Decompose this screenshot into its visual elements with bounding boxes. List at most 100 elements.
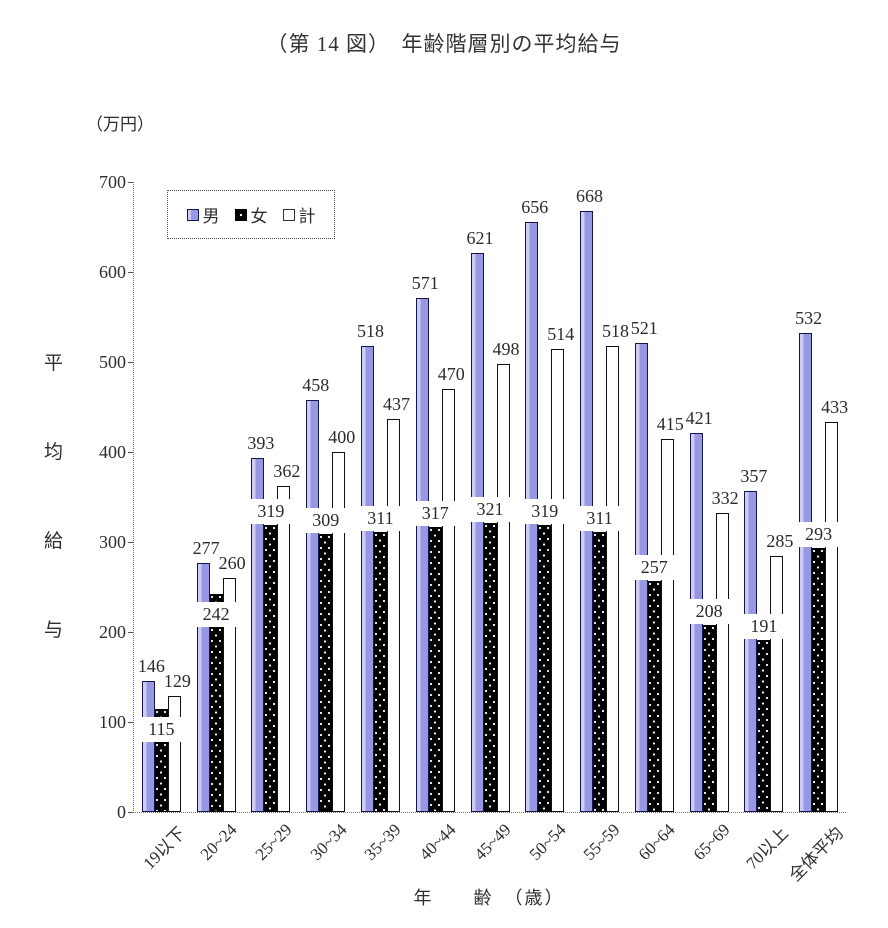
value-label-male: 393 — [247, 433, 275, 454]
value-label-female: 293 — [797, 522, 840, 548]
x-tick-label: 35~39 — [360, 820, 405, 864]
bar-male — [196, 562, 210, 812]
y-axis-title-char: 平 — [44, 353, 64, 374]
bar-total — [222, 578, 236, 812]
value-label-total: 514 — [547, 324, 575, 345]
bar-total — [332, 452, 346, 812]
y-tick-label: 600 — [99, 262, 126, 282]
y-tick-label: 500 — [99, 352, 126, 372]
bar-male — [360, 345, 374, 812]
y-tick-mark — [128, 632, 133, 633]
x-tick-label: 30~34 — [306, 820, 351, 864]
value-label-total: 470 — [437, 364, 465, 384]
value-label-male: 357 — [740, 465, 768, 486]
legend-label-total: 計 — [298, 207, 316, 226]
value-label-total: 332 — [711, 488, 739, 509]
bar-male — [415, 298, 429, 812]
bar-female — [373, 532, 387, 812]
x-tick-label: 55~59 — [579, 820, 624, 864]
x-tick-label: 20~24 — [196, 820, 241, 864]
legend-label-male: 男 — [202, 207, 220, 226]
y-tick-mark — [128, 182, 133, 183]
bar-male — [141, 680, 155, 812]
x-tick-label: 19以下 — [139, 823, 190, 874]
y-tick-label: 300 — [99, 532, 126, 552]
value-label-female: 317 — [414, 500, 457, 526]
y-tick-mark — [128, 722, 133, 723]
value-label-male: 421 — [685, 408, 713, 429]
value-label-female: 191 — [742, 614, 785, 640]
y-axis-title: 平均給与 — [44, 348, 63, 642]
bar-total — [386, 418, 400, 812]
value-label-total: 285 — [766, 530, 794, 551]
value-label-male: 621 — [466, 228, 494, 249]
y-axis-title-char: 給 — [44, 531, 64, 552]
x-tick-label: 全体平均 — [785, 823, 847, 886]
legend-label-female: 女 — [250, 207, 268, 226]
chart-title: （第 14 図） 年齢階層別の平均給与 — [266, 32, 622, 56]
y-tick-label: 100 — [99, 712, 126, 732]
y-tick-mark — [128, 272, 133, 273]
value-label-female: 311 — [359, 506, 402, 532]
bar-female — [264, 524, 278, 812]
bar-total — [496, 363, 510, 812]
value-label-total: 362 — [273, 461, 301, 482]
bar-female — [154, 708, 168, 812]
bar-total — [770, 555, 784, 812]
y-tick-label: 200 — [99, 622, 126, 642]
y-tick-mark — [128, 542, 133, 543]
legend-swatch-total — [282, 208, 295, 221]
y-tick-mark — [128, 362, 133, 363]
x-tick-label: 40~44 — [415, 820, 460, 864]
y-tick-label: 700 — [99, 172, 126, 192]
value-label-female: 319 — [249, 498, 292, 524]
value-label-female: 242 — [195, 602, 238, 628]
value-label-female: 257 — [633, 554, 676, 580]
bar-total — [606, 345, 620, 812]
x-tick-label: 45~49 — [470, 820, 515, 864]
value-label-male: 518 — [356, 320, 384, 341]
value-label-male: 146 — [137, 655, 165, 676]
bar-female — [209, 594, 223, 812]
value-label-male: 668 — [576, 185, 604, 206]
value-label-female: 115 — [140, 716, 183, 742]
bar-male — [799, 333, 813, 812]
x-tick-label: 65~69 — [689, 820, 734, 864]
legend-item-female: 女 — [234, 202, 268, 227]
value-label-total: 415 — [656, 413, 684, 434]
y-tick-label: 0 — [117, 802, 126, 822]
bar-male — [306, 399, 320, 812]
y-tick-mark — [128, 452, 133, 453]
bar-female — [647, 580, 661, 812]
x-tick-label: 60~64 — [634, 820, 679, 864]
bar-male — [251, 458, 265, 812]
x-tick-label: 25~29 — [251, 820, 296, 864]
y-tick-mark — [128, 812, 133, 813]
bar-total — [825, 422, 839, 812]
bar-female — [757, 640, 771, 812]
bar-total — [715, 513, 729, 812]
legend-item-total: 計 — [282, 202, 316, 227]
bar-male — [470, 253, 484, 812]
value-label-female: 311 — [578, 506, 621, 532]
x-tick-label: 50~54 — [525, 820, 570, 864]
y-axis-title-char: 与 — [44, 620, 64, 641]
bar-male — [744, 490, 758, 812]
value-label-female: 321 — [469, 497, 511, 523]
value-label-total: 498 — [492, 338, 520, 359]
bar-female — [702, 624, 716, 812]
value-label-total: 518 — [602, 320, 630, 341]
value-label-female: 208 — [688, 598, 731, 624]
plot-area: 146 129 115 277 260 242 393 362 319 458 400 309 518 4… — [133, 182, 848, 813]
y-axis-title-char: 均 — [44, 442, 64, 463]
legend-swatch-female — [234, 208, 247, 221]
value-label-male: 458 — [302, 374, 330, 395]
bar-female — [812, 548, 826, 812]
value-label-total: 437 — [382, 393, 410, 414]
bar-total — [167, 695, 181, 812]
value-label-female: 309 — [304, 507, 347, 533]
y-tick-label: 400 — [99, 442, 126, 462]
bar-total — [660, 438, 674, 812]
bar-female — [538, 524, 552, 812]
